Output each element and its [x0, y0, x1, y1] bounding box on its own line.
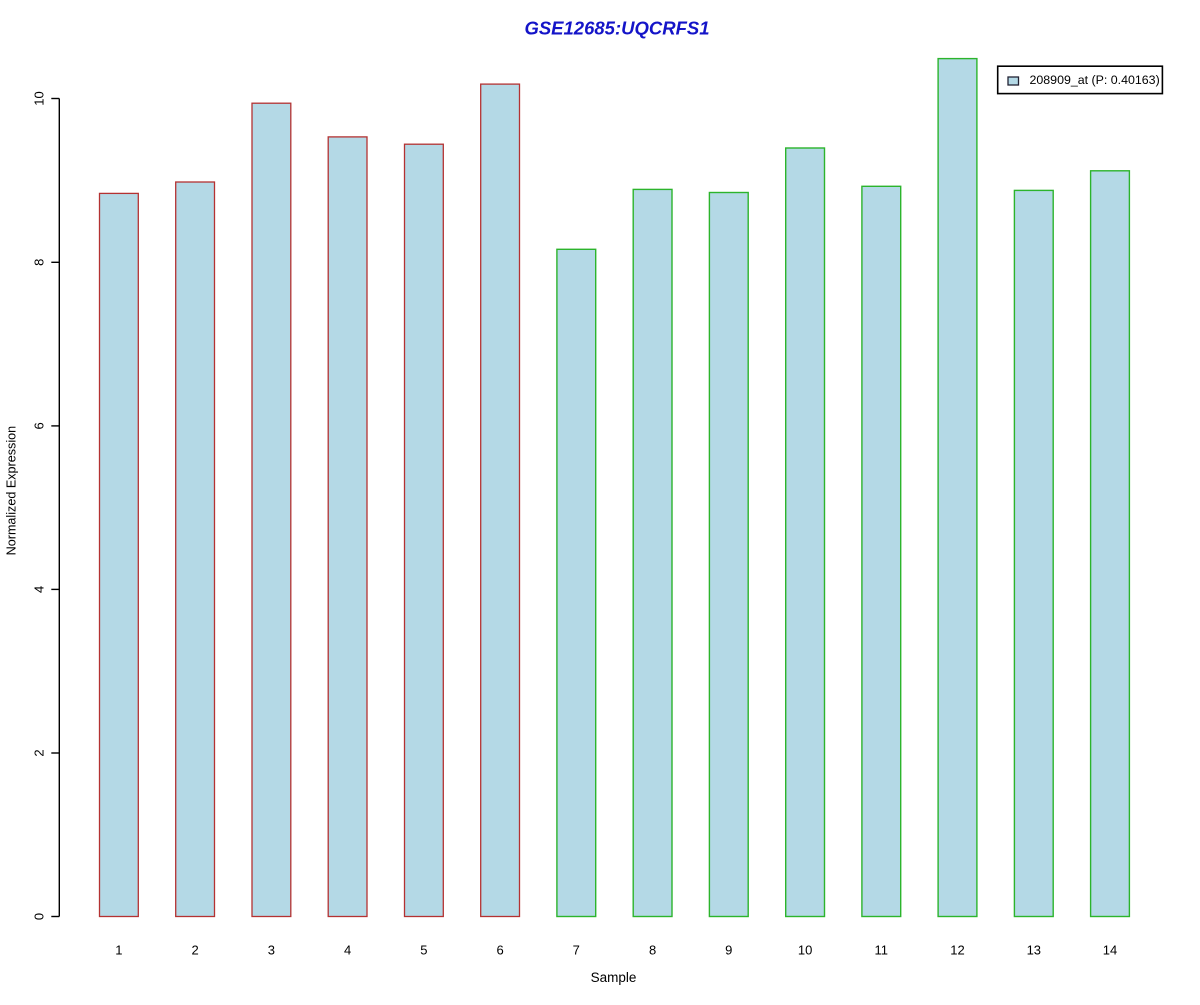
- svg-text:6: 6: [496, 942, 503, 957]
- svg-text:10: 10: [798, 942, 812, 957]
- svg-text:13: 13: [1027, 942, 1041, 957]
- svg-text:10: 10: [32, 91, 47, 105]
- svg-text:4: 4: [344, 942, 351, 957]
- svg-text:Sample: Sample: [591, 970, 637, 985]
- svg-text:7: 7: [573, 942, 580, 957]
- svg-text:Normalized Expression: Normalized Expression: [5, 426, 19, 555]
- svg-text:12: 12: [950, 942, 964, 957]
- svg-text:6: 6: [32, 422, 47, 429]
- svg-text:0: 0: [32, 913, 47, 920]
- svg-text:2: 2: [191, 942, 198, 957]
- svg-text:208909_at (P: 0.40163): 208909_at (P: 0.40163): [1030, 73, 1160, 87]
- svg-text:5: 5: [420, 942, 427, 957]
- svg-text:11: 11: [875, 942, 889, 957]
- svg-text:GSE12685:UQCRFS1: GSE12685:UQCRFS1: [524, 18, 709, 39]
- svg-text:9: 9: [725, 942, 732, 957]
- svg-text:3: 3: [268, 942, 275, 957]
- svg-text:1: 1: [115, 942, 122, 957]
- svg-text:2: 2: [32, 749, 47, 756]
- svg-text:8: 8: [32, 259, 47, 266]
- svg-text:4: 4: [32, 586, 47, 593]
- svg-text:8: 8: [649, 942, 656, 957]
- svg-text:14: 14: [1103, 942, 1117, 957]
